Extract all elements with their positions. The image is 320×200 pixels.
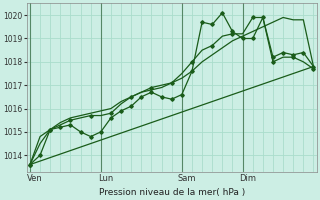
- X-axis label: Pression niveau de la mer( hPa ): Pression niveau de la mer( hPa ): [99, 188, 245, 197]
